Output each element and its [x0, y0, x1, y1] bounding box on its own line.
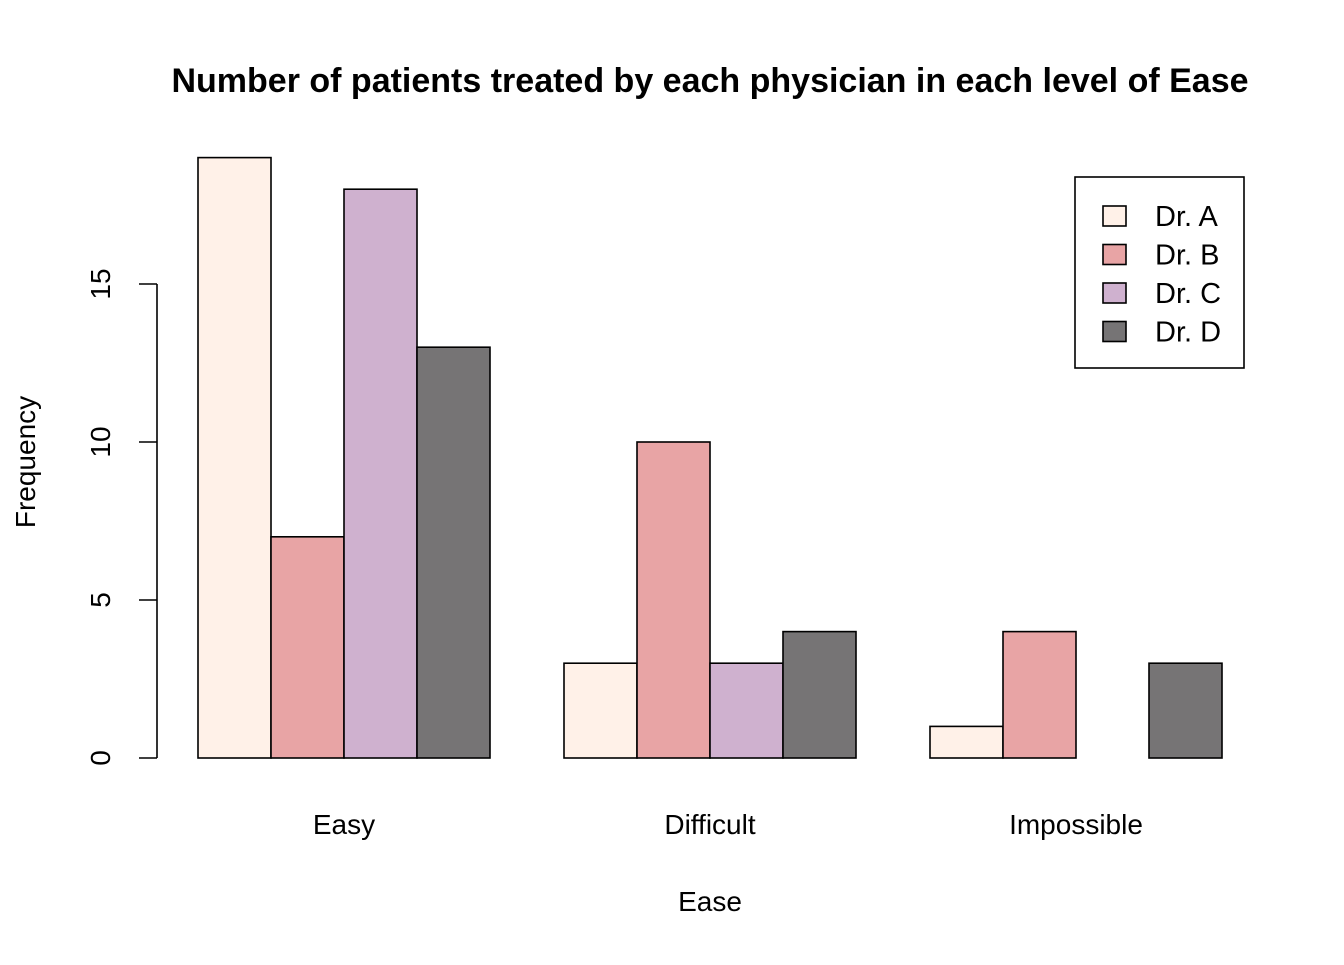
bar-dr-d-impossible — [1148, 662, 1223, 759]
bar-dr-c-easy — [343, 188, 418, 759]
bar-dr-b-easy — [270, 535, 345, 759]
legend-label: Dr. B — [1155, 240, 1219, 272]
bar-dr-a-easy — [197, 156, 272, 759]
legend-label: Dr. D — [1155, 317, 1221, 349]
y-tick-label: 0 — [85, 750, 116, 766]
legend-swatch — [1102, 205, 1127, 227]
bar-dr-a-difficult — [563, 662, 638, 759]
x-category-label: Easy — [313, 809, 375, 840]
legend-label: Dr. C — [1155, 278, 1221, 310]
legend-swatch — [1102, 282, 1127, 304]
legend: Dr. A Dr. B Dr. C Dr. D — [1074, 176, 1245, 369]
x-category-label: Difficult — [664, 809, 756, 840]
bar-dr-a-impossible — [929, 725, 1004, 759]
chart-title: Number of patients treated by each physi… — [171, 62, 1248, 100]
bar-dr-c-difficult — [709, 662, 784, 759]
bar-dr-d-difficult — [782, 630, 857, 759]
bar-dr-b-impossible — [1002, 630, 1077, 759]
legend-label: Dr. A — [1155, 201, 1219, 233]
bars — [197, 156, 1223, 759]
y-axis: 0 5 10 15 — [85, 268, 158, 766]
y-tick-label: 10 — [85, 426, 116, 457]
legend-swatch — [1102, 243, 1127, 266]
category-labels: Easy Difficult Impossible — [313, 809, 1143, 840]
y-tick-label: 15 — [85, 268, 116, 299]
bar-dr-b-difficult — [636, 441, 711, 759]
legend-swatch — [1102, 320, 1127, 343]
x-category-label: Impossible — [1009, 809, 1143, 840]
x-axis-title: Ease — [678, 886, 742, 917]
y-axis-title: Frequency — [10, 396, 41, 528]
bar-dr-d-easy — [416, 346, 491, 759]
y-tick-label: 5 — [85, 592, 116, 608]
